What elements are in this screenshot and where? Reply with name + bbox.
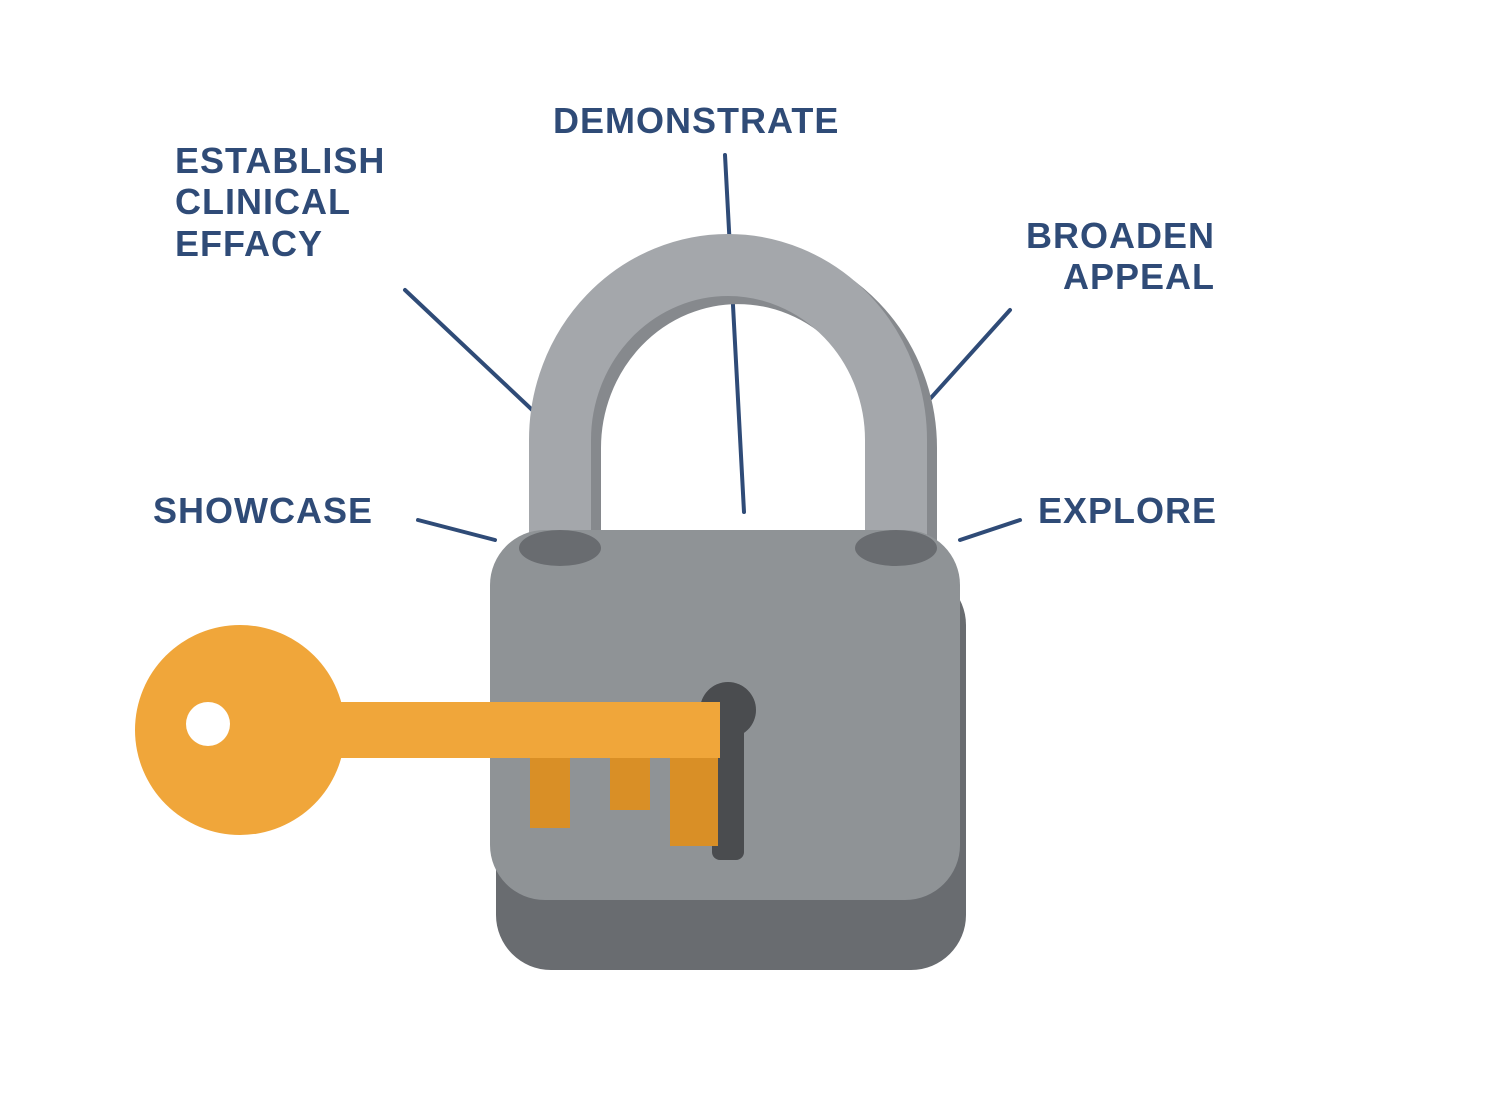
leader-showcase: [418, 520, 495, 540]
lock-icon: [490, 265, 966, 970]
label-demonstrate: DEMONSTRATE: [553, 100, 839, 141]
leader-explore: [960, 520, 1020, 540]
label-showcase: SHOWCASE: [153, 490, 373, 531]
label-establish: ESTABLISH CLINICAL EFFACY: [175, 140, 385, 264]
lock-hole-left: [519, 530, 601, 566]
infographic-stage: ESTABLISH CLINICAL EFFACY DEMONSTRATE BR…: [0, 0, 1500, 1097]
key-bit-1: [610, 758, 650, 810]
key-bow-hole: [186, 702, 230, 746]
key-shaft: [300, 702, 720, 758]
lock-shackle-light: [560, 265, 896, 560]
key-bit-2: [670, 758, 718, 846]
label-broaden: BROADEN APPEAL: [1026, 215, 1215, 298]
key-bit-0: [530, 758, 570, 828]
lock-hole-right: [855, 530, 937, 566]
leader-demonstrate: [725, 155, 744, 512]
label-explore: EXPLORE: [1038, 490, 1217, 531]
